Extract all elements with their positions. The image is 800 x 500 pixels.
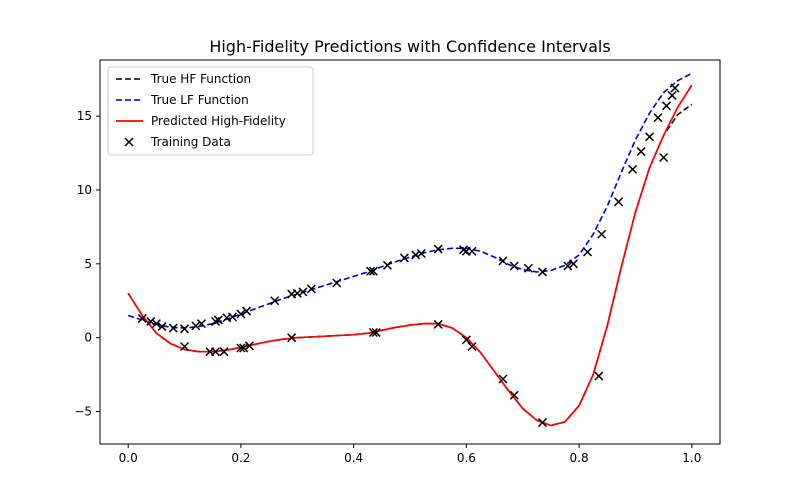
training-data-point: [459, 245, 469, 255]
training-data-point: [137, 313, 147, 323]
training-data-point: [191, 321, 201, 331]
training-data-point: [239, 343, 249, 353]
x-axis: 0.0 0.2 0.4 0.6 0.8 1.0: [119, 444, 701, 465]
training-data-point: [196, 319, 206, 329]
training-data-point: [211, 347, 221, 357]
training-data-point: [594, 371, 604, 381]
y-tick-label: 10: [77, 183, 92, 197]
y-tick-label: 0: [84, 331, 92, 345]
training-data-point: [653, 113, 663, 123]
training-data-point: [636, 147, 646, 157]
training-data-point: [467, 341, 477, 352]
training-data-point: [287, 333, 297, 343]
training-data-point: [180, 324, 190, 334]
training-data-point: [583, 247, 593, 257]
training-data-point: [236, 309, 246, 319]
x-tick-label: 0.0: [119, 451, 138, 465]
training-data-point: [509, 390, 519, 400]
training-data-point: [151, 319, 161, 329]
training-data-point: [270, 296, 280, 306]
training-data-point: [146, 316, 156, 326]
training-data-point: [614, 197, 624, 207]
y-tick-label: 15: [77, 109, 92, 123]
x-tick-label: 0.2: [231, 451, 250, 465]
training-data-point: [467, 246, 477, 256]
legend-box: [107, 66, 314, 156]
legend-swatch-training-data: [124, 137, 134, 147]
training-data-point: [661, 101, 671, 111]
training-data-point: [498, 374, 508, 384]
legend-label-true-hf-function: True HF Function: [150, 72, 251, 86]
training-data-point: [645, 132, 655, 142]
x-tick-label: 1.0: [682, 451, 701, 465]
training-data-point: [659, 152, 669, 163]
training-data-point: [242, 306, 252, 316]
training-data-point: [368, 266, 378, 276]
legend-label-training-data: Training Data: [150, 135, 231, 149]
training-data-point: [219, 347, 229, 357]
training-data-point: [368, 327, 378, 338]
legend: True HF Function True LF Function Predicte…: [107, 66, 314, 156]
training-data-point: [292, 288, 302, 298]
training-data-point: [382, 260, 392, 270]
training-data-point: [628, 164, 638, 174]
training-data-point: [537, 418, 547, 428]
training-data-point: [509, 261, 519, 271]
training-data-point: [411, 250, 421, 260]
training-data-point: [597, 229, 607, 239]
training-data-point: [563, 261, 573, 271]
y-tick-label: −5: [74, 405, 92, 419]
x-tick-label: 0.6: [457, 451, 476, 465]
training-data-point: [168, 323, 178, 333]
chart-title: High-Fidelity Predictions with Confidenc…: [209, 37, 610, 56]
training-data-point: [306, 284, 316, 294]
training-data-point: [366, 266, 376, 276]
training-data-point: [227, 312, 237, 322]
legend-label-predicted-high-fidelity: Predicted High-Fidelity: [151, 114, 286, 128]
x-tick-label: 0.8: [570, 451, 589, 465]
legend-label-true-lf-function: True LF Function: [150, 93, 249, 107]
training-data-points: [137, 83, 680, 428]
y-tick-label: 5: [84, 257, 92, 271]
training-data-point: [236, 343, 246, 353]
plot-area: [99, 59, 721, 445]
training-data-point: [332, 278, 342, 288]
training-data-point: [433, 319, 443, 329]
y-axis: −5 0 5 10 15: [74, 109, 100, 419]
training-data-point: [399, 253, 409, 263]
training-data-point: [298, 287, 308, 297]
training-data-point: [537, 267, 547, 277]
axes-frame: [99, 59, 721, 445]
x-tick-label: 0.4: [344, 451, 363, 465]
true-lf-function-line: [127, 72, 693, 329]
training-data-point: [523, 263, 533, 273]
training-data-point: [213, 315, 223, 325]
training-data-point: [568, 259, 578, 269]
training-data-point: [433, 244, 443, 254]
training-data-point: [180, 341, 190, 352]
training-data-point: [416, 248, 426, 259]
training-data-point: [371, 327, 381, 338]
training-data-point: [498, 256, 508, 266]
training-data-point: [667, 90, 677, 100]
training-data-point: [157, 322, 167, 332]
training-data-point: [244, 341, 254, 351]
training-data-point: [670, 83, 680, 93]
